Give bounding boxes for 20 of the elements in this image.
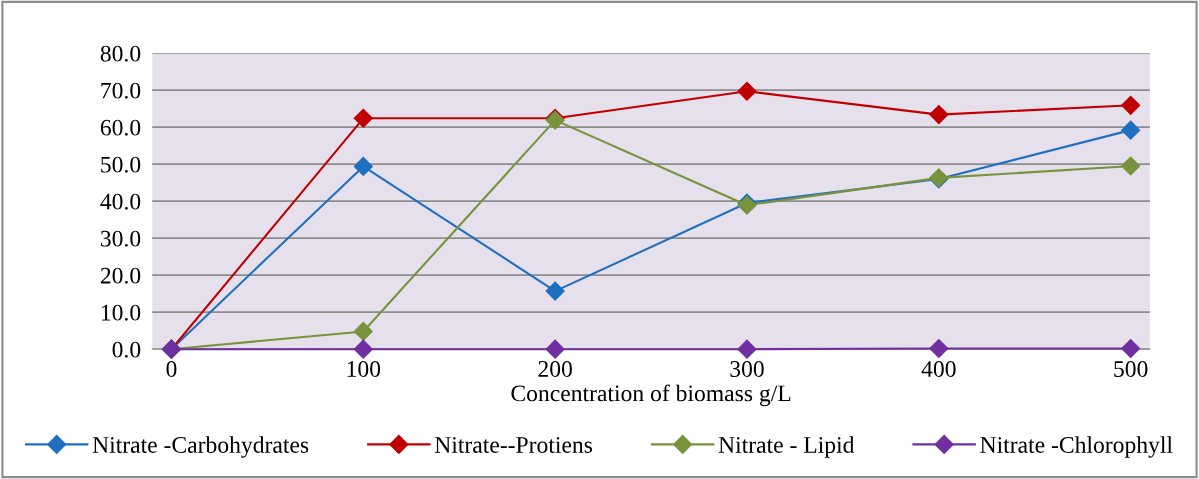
x-axis-title: Concentration of biomass g/L [511,384,791,407]
x-tick-label: 300 [730,360,764,377]
y-tick-label: 60.0 [100,119,141,136]
y-tick-label: 70.0 [101,82,141,99]
x-tick-label: 400 [921,360,956,377]
legend-label: Nitrate - Lipid [718,436,855,458]
y-tick-label: 30.0 [100,230,141,247]
y-tick-label: 10.0 [101,304,141,321]
y-tick-label: 50.0 [101,156,141,173]
y-tick-label: 40.0 [100,193,141,210]
x-tick-label: 200 [538,360,572,377]
x-tick-label: 0 [166,360,177,377]
y-tick-label: 0.0 [112,341,141,358]
legend-label: Nitrate -Chlorophyll [980,436,1173,458]
y-tick-label: 80.0 [100,45,141,62]
x-tick-label: 500 [1114,360,1148,377]
legend-label: Nitrate--Protiens [434,437,593,453]
x-tick-label: 100 [347,360,381,377]
y-tick-label: 20.0 [100,267,141,284]
legend-label: Nitrate -Carbohydrates [92,436,309,458]
